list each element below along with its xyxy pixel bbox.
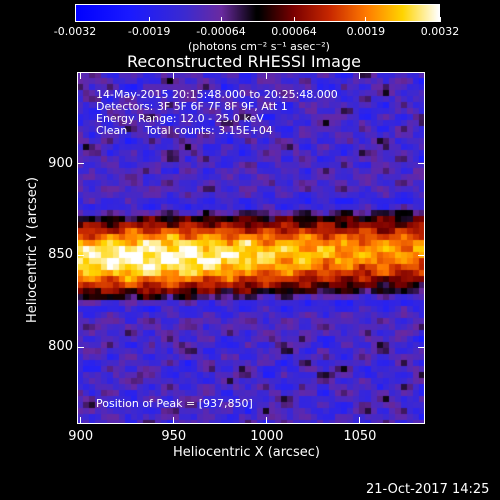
detectors-label: Detectors: 3F 5F 6F 7F 8F 9F, Att 1 (96, 100, 288, 113)
y-tick-mark (418, 163, 425, 165)
x-tick-mark (359, 72, 361, 79)
x-tick-label: 1050 (343, 429, 377, 444)
method-label: Clean (96, 124, 128, 137)
colorbar-tick-label: 0.00064 (271, 25, 317, 38)
y-tick-mark (77, 346, 84, 348)
x-tick-mark (80, 72, 82, 79)
colorbar-tick-label: -0.0032 (53, 25, 97, 38)
x-tick-label: 1000 (250, 429, 284, 444)
x-tick-mark (359, 417, 361, 424)
colorbar-tick-label: -0.0019 (127, 25, 171, 38)
colorbar-tick-mark (293, 17, 295, 22)
x-tick-mark (266, 72, 268, 79)
x-tick-label: 950 (161, 429, 187, 444)
colorbar-tick-label: 0.0019 (346, 25, 386, 38)
chart-title: Reconstructed RHESSI Image (127, 52, 361, 71)
x-axis-label: Heliocentric X (arcsec) (173, 445, 320, 460)
total-counts-label: Total counts: 3.15E+04 (145, 124, 273, 137)
x-tick-mark (173, 72, 175, 79)
colorbar-tick-mark (74, 17, 76, 22)
y-tick-label: 850 (48, 247, 73, 263)
y-tick-label: 900 (48, 155, 73, 171)
colorbar-tick-mark (220, 17, 222, 22)
y-tick-mark (418, 346, 425, 348)
energy-range-label: Energy Range: 12.0 - 25.0 keV (96, 112, 264, 125)
y-axis-label: Heliocentric Y (arcsec) (25, 177, 40, 323)
x-tick-mark (173, 417, 175, 424)
x-tick-mark (80, 417, 82, 424)
time-range-label: 14-May-2015 20:15:48.000 to 20:25:48.000 (96, 88, 338, 101)
heatmap-image (77, 72, 425, 424)
colorbar-units: (photons cm⁻² s⁻¹ asec⁻²) (188, 40, 330, 53)
y-tick-mark (77, 163, 84, 165)
y-tick-mark (77, 254, 84, 256)
y-tick-mark (418, 254, 425, 256)
x-tick-mark (266, 417, 268, 424)
colorbar-tick-label: -0.00064 (196, 25, 246, 38)
x-tick-label: 900 (68, 429, 94, 444)
generated-date: 21-Oct-2017 14:25 (366, 482, 490, 497)
y-tick-label: 800 (48, 339, 73, 354)
colorbar-tick-mark (365, 17, 367, 22)
colorbar-tick-mark (439, 17, 441, 22)
peak-position-label: Position of Peak = [937,850] (96, 397, 253, 410)
colorbar-tick-mark (148, 17, 150, 22)
colorbar (75, 4, 440, 22)
colorbar-tick-label: 0.0032 (420, 25, 460, 38)
